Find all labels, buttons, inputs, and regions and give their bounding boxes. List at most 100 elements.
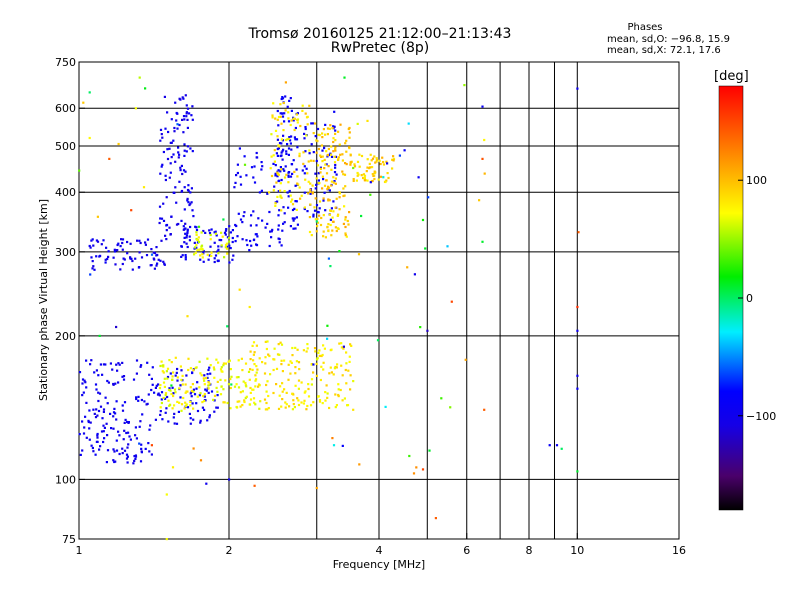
data-point	[324, 123, 327, 126]
data-point	[184, 227, 187, 230]
data-point	[267, 353, 270, 356]
data-point	[242, 380, 245, 383]
data-point	[128, 435, 131, 438]
data-point	[312, 132, 315, 135]
data-point	[171, 386, 174, 389]
data-point	[481, 240, 484, 243]
data-point	[483, 408, 486, 411]
data-point	[310, 363, 313, 366]
data-point	[190, 114, 193, 117]
data-point	[310, 378, 314, 381]
data-point	[154, 386, 157, 389]
data-point	[309, 203, 312, 206]
data-point	[271, 114, 274, 117]
data-point	[179, 396, 182, 399]
data-point	[123, 421, 126, 424]
data-point	[358, 463, 361, 466]
data-point	[213, 257, 216, 260]
data-point	[88, 438, 91, 441]
data-point	[348, 360, 351, 363]
data-point	[95, 239, 98, 242]
data-point	[338, 143, 341, 146]
data-point	[339, 153, 342, 156]
data-point	[382, 176, 385, 179]
data-point	[188, 235, 191, 238]
data-point	[113, 248, 116, 251]
data-point	[323, 191, 326, 194]
data-point	[220, 231, 223, 234]
data-point	[175, 111, 178, 115]
data-point	[184, 222, 187, 225]
data-point	[252, 176, 255, 179]
data-point	[340, 364, 343, 367]
data-point	[340, 342, 343, 345]
data-point	[199, 372, 202, 375]
data-point	[296, 112, 299, 115]
data-point	[299, 197, 302, 200]
data-point	[280, 178, 283, 182]
data-point	[304, 390, 307, 393]
data-point	[332, 200, 335, 203]
data-point	[258, 191, 261, 194]
data-point	[288, 405, 291, 408]
data-point	[235, 405, 238, 409]
data-point	[178, 153, 181, 156]
data-point	[369, 166, 372, 169]
data-point	[343, 205, 346, 208]
data-point	[175, 201, 178, 204]
data-point	[158, 394, 161, 397]
data-point	[307, 395, 311, 398]
data-point	[88, 91, 91, 94]
data-point	[116, 249, 119, 252]
data-point	[249, 239, 252, 243]
data-point	[199, 258, 202, 261]
data-point	[320, 155, 323, 158]
data-point	[347, 223, 350, 226]
data-point	[81, 449, 84, 452]
data-point	[328, 406, 331, 410]
data-point	[319, 167, 322, 170]
y-tick-label: 600	[55, 102, 76, 115]
data-point	[256, 368, 259, 371]
data-point	[208, 382, 211, 385]
data-point	[147, 393, 150, 396]
data-point	[363, 176, 366, 180]
data-point	[307, 192, 310, 195]
data-point	[258, 407, 261, 410]
data-point	[143, 400, 146, 403]
data-point	[270, 155, 273, 158]
data-point	[162, 381, 166, 384]
data-point	[78, 169, 81, 172]
data-point	[276, 353, 280, 356]
data-point	[384, 180, 387, 184]
data-point	[129, 257, 132, 260]
data-point	[179, 98, 182, 101]
data-point	[392, 159, 395, 162]
data-point	[249, 398, 253, 401]
data-point	[306, 404, 309, 408]
data-point	[174, 160, 177, 163]
data-point	[180, 245, 183, 248]
data-point	[186, 188, 190, 192]
data-point	[184, 258, 187, 261]
data-point	[289, 225, 292, 228]
data-point	[185, 403, 188, 406]
data-point	[224, 229, 228, 232]
data-point	[326, 154, 329, 157]
data-point	[387, 176, 390, 180]
data-point	[216, 390, 219, 393]
data-point	[302, 162, 305, 165]
data-point	[121, 262, 124, 266]
data-point	[306, 123, 309, 126]
data-point	[122, 378, 126, 381]
data-point	[255, 224, 258, 227]
data-point	[207, 368, 210, 372]
data-point	[148, 450, 151, 453]
data-point	[112, 411, 116, 414]
data-point	[281, 112, 284, 115]
data-point	[274, 164, 277, 167]
data-point	[450, 300, 453, 303]
data-point	[146, 238, 150, 241]
data-point	[311, 184, 314, 187]
data-point	[179, 166, 182, 169]
